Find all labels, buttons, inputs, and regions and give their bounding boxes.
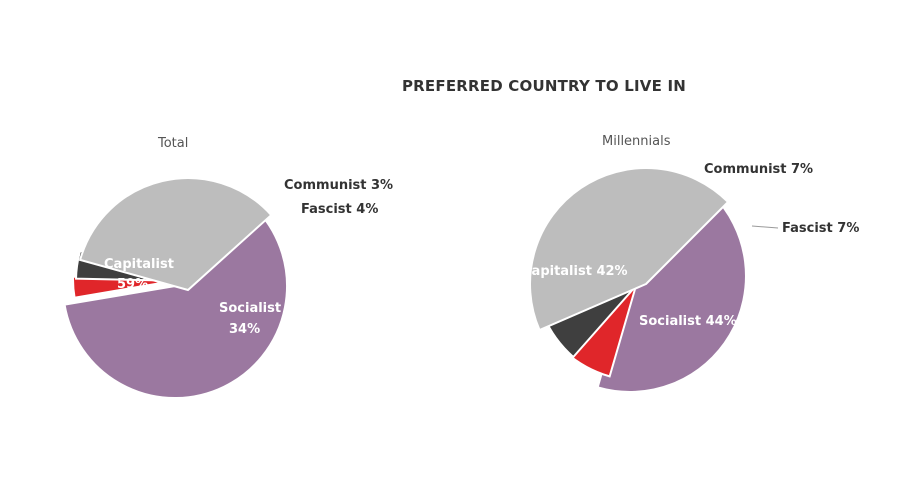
data-label-total-fascist: Fascist 4% (301, 202, 378, 217)
data-label-millennials-capitalist: Capitalist 42% (522, 264, 628, 279)
data-label-millennials-socialist: Socialist 44% (639, 314, 737, 329)
pie-slice-total-socialist (78, 177, 273, 292)
data-label-total-capitalist: Capitalist (104, 257, 174, 272)
pie-subtitle-millennials: Millennials (602, 134, 671, 149)
data-label-millennials-communist: Communist 7% (704, 162, 813, 177)
chart-title: PREFERRED COUNTRY TO LIVE IN (401, 77, 686, 95)
data-label-total-socialist-value: 34% (229, 322, 260, 337)
pie-subtitle-total: Total (157, 136, 188, 151)
leader-line-millennials-fascist (751, 225, 779, 229)
data-label-total-socialist: Socialist (219, 301, 281, 316)
data-label-total-communist: Communist 3% (284, 178, 393, 193)
pie-slice-millennials-socialist (529, 167, 730, 332)
data-label-millennials-fascist: Fascist 7% (782, 221, 859, 236)
pie-slice-millennials-capitalist (596, 192, 747, 393)
data-label-total-capitalist-value: 59% (117, 277, 148, 292)
pie-slice-total-capitalist (63, 209, 288, 399)
